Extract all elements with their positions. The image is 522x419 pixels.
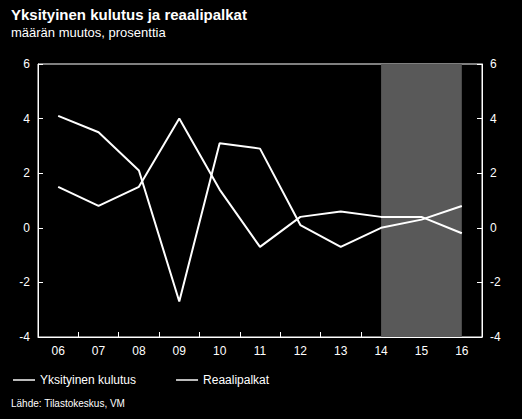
svg-text:10: 10 bbox=[213, 344, 227, 358]
svg-text:08: 08 bbox=[132, 344, 146, 358]
svg-text:-2: -2 bbox=[490, 275, 501, 289]
svg-text:0: 0 bbox=[490, 221, 497, 235]
svg-text:13: 13 bbox=[334, 344, 348, 358]
svg-text:12: 12 bbox=[294, 344, 308, 358]
svg-text:Yksityinen kulutus: Yksityinen kulutus bbox=[40, 373, 136, 387]
svg-text:6: 6 bbox=[490, 57, 497, 71]
svg-text:Lähde: Tilastokeskus, VM: Lähde: Tilastokeskus, VM bbox=[11, 398, 125, 409]
svg-text:15: 15 bbox=[415, 344, 429, 358]
svg-text:6: 6 bbox=[23, 57, 30, 71]
svg-text:2: 2 bbox=[23, 166, 30, 180]
svg-text:0: 0 bbox=[23, 221, 30, 235]
svg-text:-2: -2 bbox=[19, 275, 30, 289]
svg-text:Reaalipalkat: Reaalipalkat bbox=[203, 373, 270, 387]
svg-text:16: 16 bbox=[455, 344, 469, 358]
svg-text:4: 4 bbox=[23, 112, 30, 126]
svg-text:06: 06 bbox=[52, 344, 66, 358]
svg-text:-4: -4 bbox=[19, 330, 30, 344]
svg-text:-4: -4 bbox=[490, 330, 501, 344]
svg-text:2: 2 bbox=[490, 166, 497, 180]
svg-text:määrän muutos, prosenttia: määrän muutos, prosenttia bbox=[11, 25, 166, 40]
svg-text:09: 09 bbox=[173, 344, 187, 358]
svg-text:07: 07 bbox=[92, 344, 106, 358]
svg-text:11: 11 bbox=[254, 344, 267, 358]
svg-text:4: 4 bbox=[490, 112, 497, 126]
svg-text:14: 14 bbox=[374, 344, 388, 358]
svg-text:Yksityinen kulutus ja reaalipa: Yksityinen kulutus ja reaalipalkat bbox=[11, 6, 247, 23]
